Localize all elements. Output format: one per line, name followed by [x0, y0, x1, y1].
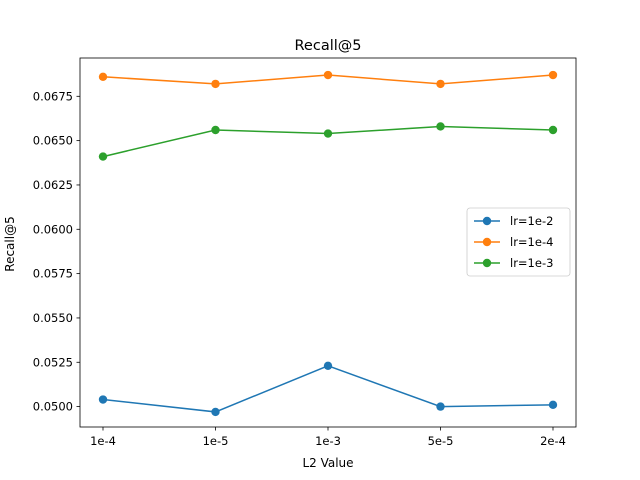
series-2-point-2: [211, 79, 220, 89]
plot-area: 1e-4 1e-5 1e-3 5e-5 2e-4 0.0500 0.0525 0.0550 0.…: [33, 57, 577, 448]
series-2-point-3: [323, 70, 333, 80]
series-1-point-4: [436, 402, 445, 411]
y-tick-label: 0.0500: [33, 400, 73, 414]
legend-entry-label: lr=1e-2: [510, 214, 553, 228]
legend-swatch-marker: [482, 216, 492, 226]
series-1-point-5: [548, 400, 558, 410]
series-3-point-2: [211, 125, 220, 135]
series-3-point-5: [548, 125, 558, 135]
x-tick-label: 1e-3: [315, 434, 341, 448]
series-3-point-1: [98, 152, 108, 161]
y-tick-label: 0.0575: [33, 267, 73, 281]
x-axis-label: L2 Value: [302, 456, 353, 470]
y-tick-label: 0.0550: [33, 311, 73, 325]
legend-box: [466, 207, 571, 277]
x-tick-label: 2e-4: [540, 434, 566, 448]
y-tick-label: 0.0650: [33, 134, 73, 148]
series-3-point-4: [436, 122, 445, 131]
x-tick-label: 1e-4: [90, 434, 116, 448]
y-tick-label: 0.0600: [33, 222, 73, 236]
series-1-point-3: [323, 361, 333, 371]
y-tick-label: 0.0625: [33, 178, 73, 192]
legend-swatch-marker: [482, 237, 492, 247]
legend-entry-label: lr=1e-3: [510, 256, 553, 270]
y-tick-label: 0.0675: [33, 89, 73, 103]
x-tick-label: 5e-5: [428, 434, 454, 448]
y-axis-label: Recall@5: [3, 216, 17, 271]
legend-swatch-marker: [482, 258, 492, 268]
legend-entry-label: lr=1e-4: [510, 235, 553, 249]
series-2-point-1: [98, 72, 108, 81]
series-1-point-2: [211, 407, 220, 417]
y-tick-label: 0.0525: [33, 355, 73, 369]
x-tick-label: 1e-5: [203, 434, 229, 448]
series-3-point-3: [323, 129, 333, 138]
series-2-point-4: [436, 79, 445, 89]
series-1-point-1: [98, 395, 108, 404]
chart-title: Recall@5: [295, 38, 362, 54]
series-2-point-5: [548, 70, 558, 80]
